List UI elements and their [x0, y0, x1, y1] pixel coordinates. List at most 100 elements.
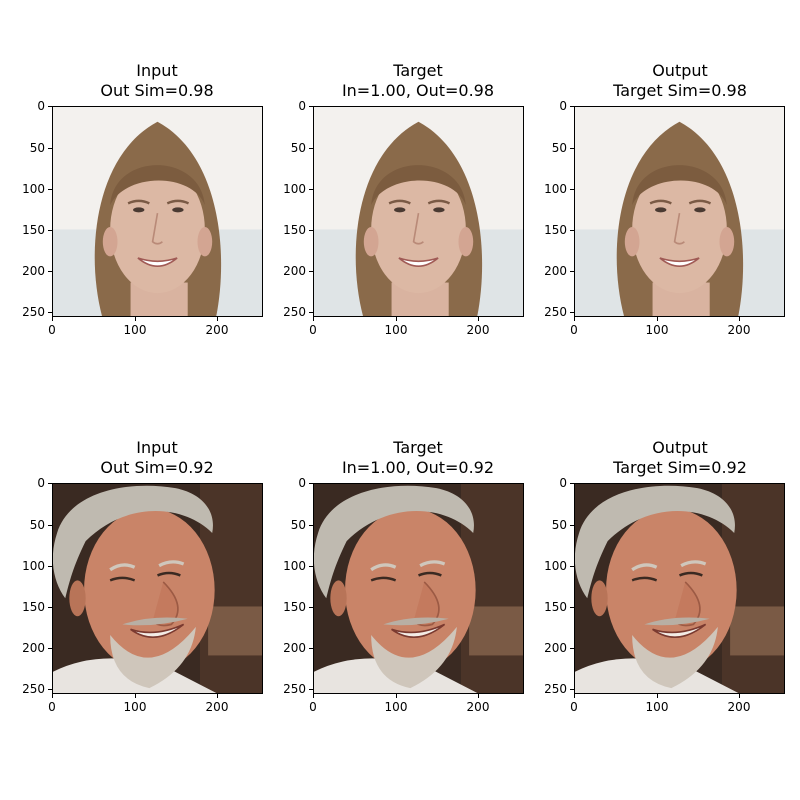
y-tick-mark — [48, 607, 52, 608]
title-line1: Output — [652, 61, 708, 80]
x-tick-label: 0 — [48, 323, 56, 337]
y-tick-mark — [309, 525, 313, 526]
x-tick-label: 0 — [309, 700, 317, 714]
title-line2: Out Sim=0.92 — [100, 458, 214, 477]
y-tick-label: 0 — [298, 99, 306, 113]
title-line1: Target — [393, 438, 443, 457]
y-tick-label: 200 — [283, 641, 306, 655]
title-line1: Input — [136, 61, 178, 80]
y-tick-label: 250 — [22, 682, 45, 696]
y-tick-label: 250 — [283, 305, 306, 319]
face-image-output — [574, 106, 785, 317]
x-tick-label: 0 — [48, 700, 56, 714]
y-tick-label: 100 — [283, 182, 306, 196]
y-tick-mark — [570, 648, 574, 649]
y-tick-label: 100 — [544, 182, 567, 196]
panel-title-input: Input Out Sim=0.92 — [37, 438, 277, 478]
panel-title-input: Input Out Sim=0.98 — [37, 61, 277, 101]
panel-title-target: Target In=1.00, Out=0.92 — [298, 438, 538, 478]
y-tick-mark — [570, 607, 574, 608]
x-tick-mark — [739, 317, 740, 321]
x-tick-mark — [52, 317, 53, 321]
y-tick-label: 0 — [559, 476, 567, 490]
y-tick-label: 0 — [298, 476, 306, 490]
panel-title-output: Output Target Sim=0.98 — [560, 61, 800, 101]
face-young-picture — [575, 107, 784, 316]
y-tick-label: 200 — [283, 264, 306, 278]
y-tick-label: 150 — [22, 600, 45, 614]
x-tick-mark — [739, 694, 740, 698]
x-tick-label: 100 — [384, 700, 408, 714]
y-tick-label: 50 — [290, 141, 306, 155]
x-tick-label: 200 — [727, 323, 751, 337]
face-image-input — [52, 106, 263, 317]
x-tick-label: 200 — [727, 700, 751, 714]
x-tick-label: 200 — [205, 700, 229, 714]
face-image-target — [313, 106, 524, 317]
panel-title-output: Output Target Sim=0.92 — [560, 438, 800, 478]
title-line1: Target — [393, 61, 443, 80]
face-young-picture — [53, 107, 262, 316]
y-tick-mark — [309, 566, 313, 567]
x-tick-label: 0 — [309, 323, 317, 337]
y-tick-mark — [309, 148, 313, 149]
face-young-picture — [314, 107, 523, 316]
y-tick-label: 250 — [22, 305, 45, 319]
title-line2: Out Sim=0.98 — [100, 81, 214, 100]
x-tick-label: 100 — [384, 323, 408, 337]
y-tick-mark — [570, 189, 574, 190]
x-tick-label: 0 — [570, 700, 578, 714]
x-tick-mark — [217, 694, 218, 698]
x-tick-mark — [657, 317, 658, 321]
y-tick-mark — [309, 271, 313, 272]
x-tick-mark — [574, 317, 575, 321]
y-tick-mark — [309, 648, 313, 649]
x-tick-label: 100 — [645, 700, 669, 714]
y-tick-mark — [309, 312, 313, 313]
x-tick-mark — [135, 317, 136, 321]
y-tick-label: 50 — [290, 518, 306, 532]
y-tick-mark — [570, 312, 574, 313]
y-tick-label: 150 — [544, 223, 567, 237]
y-tick-label: 50 — [29, 141, 45, 155]
y-tick-mark — [48, 689, 52, 690]
x-tick-label: 0 — [570, 323, 578, 337]
y-tick-label: 250 — [544, 305, 567, 319]
y-tick-mark — [48, 189, 52, 190]
y-tick-mark — [48, 566, 52, 567]
x-tick-mark — [135, 694, 136, 698]
y-tick-mark — [570, 525, 574, 526]
x-tick-label: 100 — [123, 323, 147, 337]
title-line2: Target Sim=0.92 — [613, 458, 747, 477]
y-tick-mark — [48, 525, 52, 526]
y-tick-mark — [309, 607, 313, 608]
title-line2: In=1.00, Out=0.98 — [341, 81, 495, 100]
y-tick-mark — [570, 689, 574, 690]
y-tick-label: 100 — [22, 559, 45, 573]
x-tick-mark — [574, 694, 575, 698]
y-tick-label: 150 — [22, 223, 45, 237]
title-line2: Target Sim=0.98 — [613, 81, 747, 100]
x-tick-label: 200 — [205, 323, 229, 337]
y-tick-mark — [309, 189, 313, 190]
y-tick-mark — [309, 689, 313, 690]
y-tick-label: 0 — [37, 99, 45, 113]
y-tick-label: 250 — [544, 682, 567, 696]
y-tick-label: 100 — [283, 559, 306, 573]
x-tick-label: 100 — [645, 323, 669, 337]
x-tick-mark — [396, 694, 397, 698]
face-image-input — [52, 483, 263, 694]
title-line1: Output — [652, 438, 708, 457]
y-tick-mark — [570, 148, 574, 149]
y-tick-mark — [48, 312, 52, 313]
y-tick-mark — [570, 271, 574, 272]
face-old-picture — [314, 484, 523, 693]
y-tick-mark — [48, 230, 52, 231]
x-tick-mark — [657, 694, 658, 698]
title-line1: Input — [136, 438, 178, 457]
face-image-output — [574, 483, 785, 694]
y-tick-mark — [48, 106, 52, 107]
panel-title-target: Target In=1.00, Out=0.98 — [298, 61, 538, 101]
y-tick-label: 200 — [22, 641, 45, 655]
face-old-picture — [575, 484, 784, 693]
